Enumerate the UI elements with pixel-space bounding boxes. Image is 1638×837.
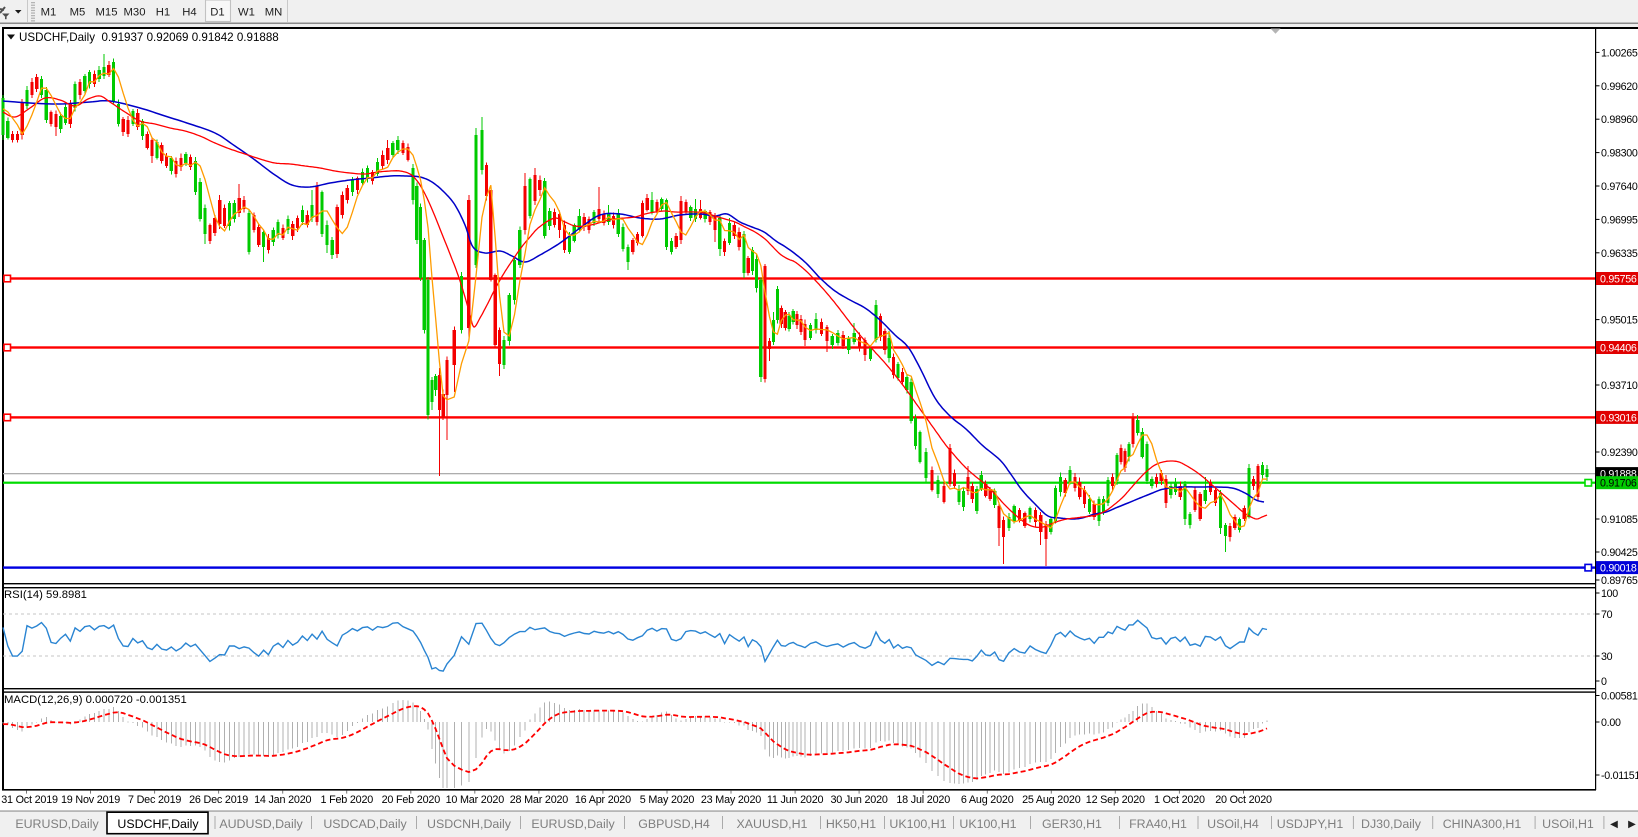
svg-text:FRA40,H1: FRA40,H1 [1129,817,1187,831]
svg-text:1.00265: 1.00265 [1601,47,1638,59]
svg-text:12 Sep 2020: 12 Sep 2020 [1086,794,1145,806]
svg-text:11 Jun 2020: 11 Jun 2020 [767,794,824,806]
svg-text:1 Feb 2020: 1 Feb 2020 [320,794,373,806]
svg-text:30: 30 [1601,651,1613,663]
svg-text:14 Jan 2020: 14 Jan 2020 [254,794,311,806]
svg-text:0.93016: 0.93016 [1600,412,1637,424]
svg-text:M1: M1 [41,7,57,19]
svg-text:-0.011514: -0.011514 [1601,770,1638,782]
svg-text:EURUSD,Daily: EURUSD,Daily [531,817,615,831]
svg-text:0.93710: 0.93710 [1601,380,1638,392]
svg-text:10 Mar 2020: 10 Mar 2020 [446,794,505,806]
svg-text:UK100,H1: UK100,H1 [959,817,1016,831]
svg-text:USDCHF,Daily: USDCHF,Daily [117,817,199,831]
svg-text:7 Dec 2019: 7 Dec 2019 [128,794,181,806]
svg-text:USDJPY,H1: USDJPY,H1 [1277,817,1344,831]
svg-text:◀: ◀ [1610,819,1618,830]
svg-text:28 Mar 2020: 28 Mar 2020 [510,794,569,806]
svg-text:0.98300: 0.98300 [1601,148,1638,160]
svg-text:GER30,H1: GER30,H1 [1042,817,1102,831]
svg-text:5 May 2020: 5 May 2020 [640,794,695,806]
svg-text:USOil,H1: USOil,H1 [1542,817,1594,831]
svg-text:USDCNH,Daily: USDCNH,Daily [427,817,512,831]
svg-text:0.91706: 0.91706 [1600,478,1637,490]
svg-text:30 Jun 2020: 30 Jun 2020 [830,794,887,806]
svg-text:RSI(14) 59.8981: RSI(14) 59.8981 [4,589,87,601]
svg-text:H4: H4 [182,7,196,19]
svg-text:0.00: 0.00 [1601,717,1621,729]
svg-text:31 Oct 2019: 31 Oct 2019 [1,794,58,806]
svg-text:M5: M5 [70,7,86,19]
svg-text:0.97640: 0.97640 [1601,181,1638,193]
svg-text:18 Jul 2020: 18 Jul 2020 [896,794,950,806]
svg-text:0.96995: 0.96995 [1601,214,1638,226]
svg-text:HK50,H1: HK50,H1 [826,817,876,831]
svg-text:1 Oct 2020: 1 Oct 2020 [1154,794,1205,806]
svg-text:▶: ▶ [1628,819,1636,830]
svg-text:0.90018: 0.90018 [1600,563,1637,575]
svg-text:0.95756: 0.95756 [1600,274,1637,286]
svg-text:CHINA300,H1: CHINA300,H1 [1443,817,1522,831]
svg-text:6 Aug 2020: 6 Aug 2020 [961,794,1014,806]
svg-text:20 Oct 2020: 20 Oct 2020 [1215,794,1272,806]
svg-text:0.005818: 0.005818 [1601,691,1638,703]
svg-text:M30: M30 [124,7,146,19]
svg-text:H1: H1 [156,7,170,19]
svg-text:W1: W1 [238,7,255,19]
svg-text:25 Aug 2020: 25 Aug 2020 [1022,794,1081,806]
svg-text:100: 100 [1601,588,1618,600]
svg-text:0.96335: 0.96335 [1601,248,1638,260]
svg-text:0: 0 [1601,676,1607,688]
svg-text:GBPUSD,H4: GBPUSD,H4 [638,817,710,831]
svg-text:EURUSD,Daily: EURUSD,Daily [15,817,99,831]
svg-text:26 Dec 2019: 26 Dec 2019 [189,794,248,806]
svg-text:0.90425: 0.90425 [1601,547,1638,559]
svg-text:USDCAD,Daily: USDCAD,Daily [323,817,407,831]
svg-text:MACD(12,26,9) 0.000720 -0.0013: MACD(12,26,9) 0.000720 -0.001351 [4,694,187,706]
svg-text:20 Feb 2020: 20 Feb 2020 [382,794,441,806]
svg-text:0.99620: 0.99620 [1601,81,1638,93]
svg-text:D1: D1 [210,7,224,19]
svg-text:MN: MN [265,7,283,19]
svg-text:XAUUSD,H1: XAUUSD,H1 [737,817,808,831]
svg-text:19 Nov 2019: 19 Nov 2019 [61,794,120,806]
svg-text:USDCHF,Daily 0.91937 0.92069: USDCHF,Daily 0.91937 0.92069 0.91842 0.9… [19,31,279,44]
svg-text:0.89765: 0.89765 [1601,575,1638,587]
svg-text:AUDUSD,Daily: AUDUSD,Daily [219,817,303,831]
svg-text:0.98960: 0.98960 [1601,114,1638,126]
svg-text:23 May 2020: 23 May 2020 [701,794,761,806]
svg-text:USOil,H4: USOil,H4 [1207,817,1259,831]
svg-text:0.95015: 0.95015 [1601,315,1638,327]
svg-text:UK100,H1: UK100,H1 [889,817,946,831]
svg-text:70: 70 [1601,609,1613,621]
svg-text:DJ30,Daily: DJ30,Daily [1361,817,1422,831]
svg-text:0.91085: 0.91085 [1601,514,1638,526]
svg-text:0.94406: 0.94406 [1600,343,1637,355]
svg-text:0.92390: 0.92390 [1601,447,1638,459]
svg-text:16 Apr 2020: 16 Apr 2020 [575,794,631,806]
svg-text:M15: M15 [96,7,118,19]
